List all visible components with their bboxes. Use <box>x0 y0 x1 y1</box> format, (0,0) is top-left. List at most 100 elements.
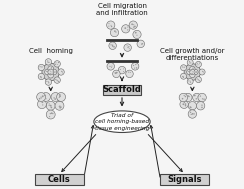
Circle shape <box>133 30 141 39</box>
Circle shape <box>198 79 199 81</box>
Text: Triad of
cell homing-based
tissue engineering: Triad of cell homing-based tissue engine… <box>95 113 149 131</box>
Circle shape <box>131 23 133 25</box>
Circle shape <box>187 69 192 75</box>
Circle shape <box>108 23 110 24</box>
Circle shape <box>124 44 131 51</box>
Circle shape <box>189 62 191 64</box>
Circle shape <box>202 71 203 72</box>
Circle shape <box>197 78 198 80</box>
Circle shape <box>192 74 193 75</box>
Circle shape <box>39 98 41 100</box>
Circle shape <box>58 81 59 82</box>
Circle shape <box>55 64 56 65</box>
Circle shape <box>42 63 60 81</box>
FancyBboxPatch shape <box>161 174 209 185</box>
Circle shape <box>187 78 193 84</box>
Circle shape <box>41 101 43 103</box>
Circle shape <box>59 97 60 98</box>
Circle shape <box>120 69 121 70</box>
Circle shape <box>136 67 137 69</box>
Circle shape <box>48 62 49 63</box>
Circle shape <box>41 77 42 78</box>
Circle shape <box>109 66 111 67</box>
Circle shape <box>58 69 64 75</box>
Circle shape <box>112 45 113 46</box>
Circle shape <box>51 69 57 75</box>
Circle shape <box>59 105 61 107</box>
Circle shape <box>48 66 54 72</box>
Circle shape <box>49 116 50 117</box>
Circle shape <box>62 72 63 73</box>
Circle shape <box>51 112 52 114</box>
Circle shape <box>109 42 116 50</box>
Circle shape <box>38 100 46 109</box>
Circle shape <box>113 70 120 78</box>
Circle shape <box>116 72 117 73</box>
Circle shape <box>129 21 137 29</box>
Text: Cells: Cells <box>48 175 71 184</box>
Circle shape <box>188 95 189 97</box>
Circle shape <box>51 71 53 73</box>
Circle shape <box>181 73 187 79</box>
Circle shape <box>46 71 47 72</box>
Circle shape <box>195 98 197 100</box>
Circle shape <box>38 64 45 71</box>
Circle shape <box>197 96 198 97</box>
Circle shape <box>54 72 55 73</box>
Circle shape <box>195 61 202 67</box>
Circle shape <box>55 101 64 110</box>
Circle shape <box>183 103 184 105</box>
Circle shape <box>42 95 44 97</box>
Circle shape <box>133 26 134 28</box>
Circle shape <box>48 72 54 78</box>
Circle shape <box>188 96 190 97</box>
Circle shape <box>113 46 115 48</box>
Circle shape <box>183 67 185 68</box>
Circle shape <box>200 95 201 97</box>
Text: Cell migration
and infiltration: Cell migration and infiltration <box>96 3 148 16</box>
Circle shape <box>50 105 52 107</box>
Circle shape <box>123 68 124 69</box>
Circle shape <box>188 80 189 81</box>
Circle shape <box>48 70 49 71</box>
Circle shape <box>44 95 45 96</box>
Circle shape <box>184 93 192 102</box>
Circle shape <box>183 76 184 77</box>
Circle shape <box>190 70 191 71</box>
Circle shape <box>181 65 187 71</box>
Circle shape <box>190 69 195 75</box>
Circle shape <box>191 73 192 74</box>
Circle shape <box>133 24 134 25</box>
Circle shape <box>127 45 128 46</box>
Text: Scaffold: Scaffold <box>102 85 142 94</box>
Circle shape <box>196 72 197 73</box>
Circle shape <box>183 77 184 78</box>
Circle shape <box>128 71 129 73</box>
Circle shape <box>188 71 189 72</box>
Circle shape <box>182 76 183 77</box>
Circle shape <box>61 71 62 72</box>
Circle shape <box>114 30 116 32</box>
Circle shape <box>46 71 47 72</box>
Circle shape <box>130 72 131 73</box>
Circle shape <box>57 80 58 81</box>
Circle shape <box>137 40 144 48</box>
Circle shape <box>193 74 194 75</box>
Circle shape <box>189 61 190 62</box>
Circle shape <box>192 73 193 74</box>
Circle shape <box>51 67 52 68</box>
Circle shape <box>133 65 134 66</box>
Circle shape <box>142 43 143 44</box>
Circle shape <box>190 81 191 83</box>
Circle shape <box>50 70 51 71</box>
Circle shape <box>40 76 41 77</box>
Circle shape <box>46 110 55 119</box>
Circle shape <box>185 105 186 106</box>
Circle shape <box>53 97 55 98</box>
Circle shape <box>41 97 42 98</box>
Circle shape <box>126 70 133 78</box>
Circle shape <box>134 67 135 69</box>
Circle shape <box>41 93 51 101</box>
Circle shape <box>49 105 50 106</box>
Circle shape <box>127 47 129 48</box>
